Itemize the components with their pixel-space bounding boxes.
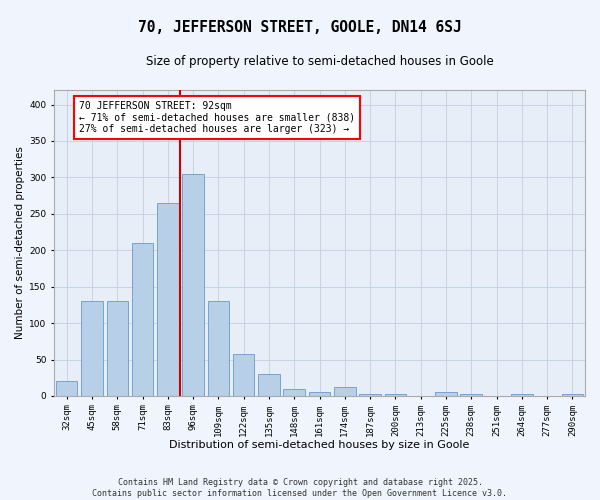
Bar [511, 394, 533, 396]
Bar [258, 374, 280, 396]
Bar [233, 354, 254, 396]
Bar [309, 392, 330, 396]
Bar [435, 392, 457, 396]
Bar [81, 301, 103, 396]
Text: 70, JEFFERSON STREET, GOOLE, DN14 6SJ: 70, JEFFERSON STREET, GOOLE, DN14 6SJ [138, 20, 462, 35]
Bar [56, 382, 77, 396]
Bar [107, 301, 128, 396]
Bar [208, 301, 229, 396]
X-axis label: Distribution of semi-detached houses by size in Goole: Distribution of semi-detached houses by … [169, 440, 470, 450]
Bar [460, 394, 482, 396]
Bar [132, 243, 153, 396]
Bar [283, 388, 305, 396]
Text: 70 JEFFERSON STREET: 92sqm
← 71% of semi-detached houses are smaller (838)
27% o: 70 JEFFERSON STREET: 92sqm ← 71% of semi… [79, 101, 355, 134]
Bar [157, 203, 179, 396]
Bar [182, 174, 204, 396]
Bar [562, 394, 583, 396]
Bar [334, 387, 356, 396]
Bar [359, 394, 381, 396]
Title: Size of property relative to semi-detached houses in Goole: Size of property relative to semi-detach… [146, 55, 493, 68]
Bar [385, 394, 406, 396]
Text: Contains HM Land Registry data © Crown copyright and database right 2025.
Contai: Contains HM Land Registry data © Crown c… [92, 478, 508, 498]
Y-axis label: Number of semi-detached properties: Number of semi-detached properties [15, 146, 25, 340]
